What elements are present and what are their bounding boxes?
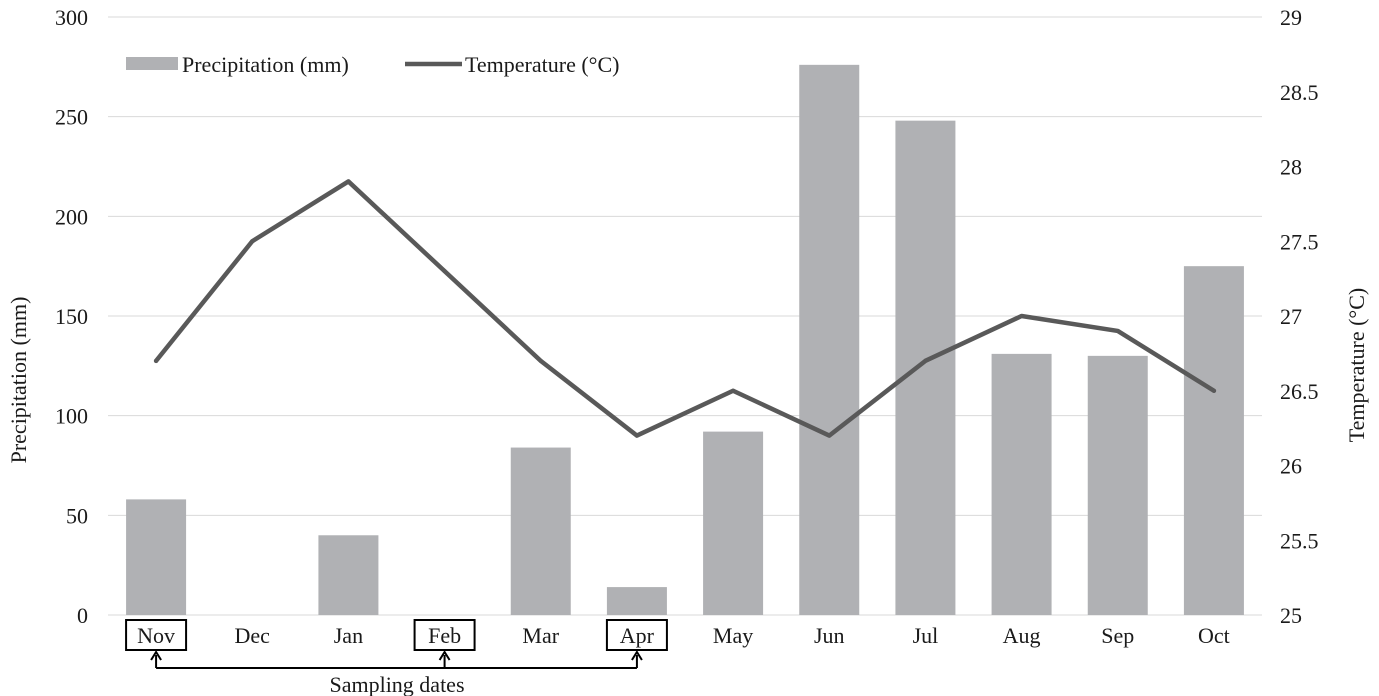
y-tick-label-right: 28: [1280, 155, 1302, 180]
temperature-point-nov: [154, 358, 159, 363]
y-tick-label-left: 150: [55, 304, 88, 329]
sampling-box-apr: [605, 619, 668, 651]
sampling-arrow-head: [631, 650, 643, 661]
x-tick-label-dec: Dec: [235, 623, 271, 648]
x-tick-label-nov: Nov: [137, 623, 175, 648]
temperature-point-dec: [250, 239, 255, 244]
temperature-point-aug: [1019, 314, 1024, 318]
y-tick-label-left: 300: [55, 5, 88, 30]
x-tick-label-oct: Oct: [1198, 623, 1230, 648]
precipitation-bar-oct: [1183, 266, 1244, 615]
y-tick-label-right: 29: [1280, 5, 1302, 30]
temperature-point-jan: [346, 179, 351, 184]
y-tick-label-right: 26: [1280, 454, 1302, 479]
y-tick-label-left: 200: [55, 204, 88, 229]
y-tick-label-left: 0: [77, 603, 88, 628]
legend-precipitation-label: Precipitation (mm): [182, 52, 349, 77]
sampling-arrow-head: [438, 650, 451, 661]
gridlines: [108, 16, 1262, 616]
x-tick-label-feb: Feb: [428, 623, 461, 648]
temperature-line-group: [153, 179, 1217, 438]
x-axis-ticks: Nov Dec Jan Feb Mar Apr May Jun Jul Aug Sep Oct: [137, 623, 1230, 648]
left-axis-ticks: 0 50 100 150 200 250 300: [55, 5, 88, 628]
precipitation-bar-may: [703, 431, 764, 615]
temperature-point-jun: [827, 433, 832, 438]
precipitation-bar-apr: [606, 587, 667, 615]
y-tick-label-left: 50: [66, 503, 88, 528]
legend-temperature-label: Temperature (°C): [465, 52, 619, 77]
y-tick-label-right: 26.5: [1280, 379, 1319, 404]
y-tick-label-right: 28.5: [1280, 80, 1319, 105]
sampling-box-nov: [125, 619, 188, 651]
temperature-point-apr: [634, 433, 639, 438]
sampling-box-feb: [413, 619, 476, 651]
precipitation-bar-mar: [510, 447, 571, 615]
precipitation-bar-nov: [126, 499, 187, 615]
left-axis-title: Precipitation (mm): [6, 297, 31, 464]
temperature-point-may: [731, 388, 736, 393]
temperature-point-jul: [923, 358, 928, 363]
x-tick-label-jan: Jan: [334, 623, 363, 648]
x-tick-label-sep: Sep: [1101, 623, 1134, 648]
precipitation-bar-jan: [318, 535, 379, 615]
x-tick-label-apr: Apr: [620, 623, 655, 648]
y-tick-label-right: 25.5: [1280, 528, 1319, 553]
legend-precipitation-swatch: [126, 57, 178, 70]
temperature-line: [153, 179, 1217, 438]
x-tick-label-mar: Mar: [522, 623, 559, 648]
temperature-point-oct: [1211, 388, 1216, 393]
y-tick-label-right: 25: [1280, 603, 1302, 628]
temperature-point-feb: [442, 269, 447, 274]
legend: Precipitation (mm) Temperature (°C): [126, 52, 619, 77]
temperature-point-sep: [1115, 328, 1120, 333]
x-tick-label-may: May: [713, 623, 753, 648]
y-tick-label-left: 100: [55, 404, 88, 429]
precipitation-bar-jul: [895, 120, 956, 616]
precipitation-bars: [126, 64, 1244, 616]
y-tick-label-right: 27.5: [1280, 229, 1319, 254]
x-tick-label-aug: Aug: [1003, 623, 1041, 648]
temperature-point-mar: [538, 358, 543, 363]
precipitation-bar-jun: [799, 64, 860, 616]
sampling-dates-annotation: Sampling dates: [329, 672, 464, 696]
x-tick-label-jun: Jun: [814, 623, 845, 648]
y-tick-label-right: 27: [1280, 304, 1302, 329]
precipitation-bar-aug: [991, 353, 1052, 615]
y-tick-label-left: 250: [55, 105, 88, 130]
right-axis-ticks: 25 25.5 26 26.5 27 27.5 28 28.5 29: [1280, 5, 1319, 628]
x-tick-label-jul: Jul: [913, 623, 939, 648]
right-axis-title: Temperature (°C): [1344, 288, 1369, 442]
precipitation-bar-sep: [1087, 355, 1148, 615]
sampling-date-highlights: [125, 619, 668, 669]
sampling-arrow-head: [150, 650, 162, 661]
